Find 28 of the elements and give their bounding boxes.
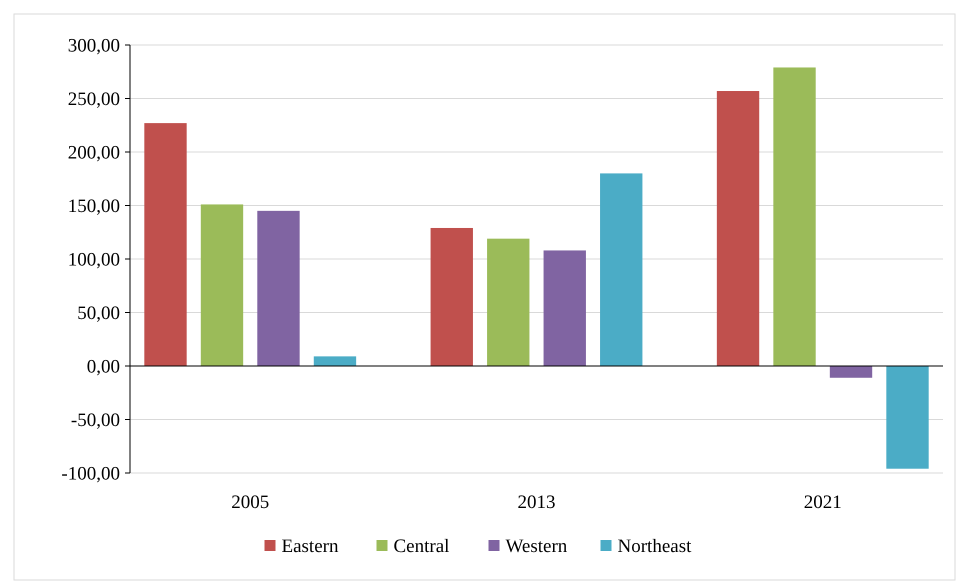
bar — [600, 173, 642, 366]
x-tick-label: 2021 — [804, 492, 842, 513]
legend-label: Eastern — [282, 536, 339, 557]
legend-label: Western — [506, 536, 568, 557]
legend-label: Northeast — [618, 536, 692, 557]
bar — [430, 228, 473, 366]
y-tick-label: 250,00 — [68, 89, 120, 110]
y-tick-label: -100,00 — [61, 464, 120, 485]
y-tick-label: 50,00 — [77, 303, 120, 324]
bar — [773, 67, 816, 366]
bar — [257, 210, 300, 366]
bar — [716, 91, 760, 366]
legend-label: Central — [394, 536, 450, 557]
y-tick-label: 300,00 — [68, 36, 120, 57]
bar — [200, 204, 244, 366]
bar — [144, 123, 187, 366]
bar — [886, 366, 929, 469]
x-tick-label: 2005 — [231, 492, 270, 513]
bar — [830, 366, 872, 378]
y-tick-label: 200,00 — [68, 142, 120, 164]
bar — [487, 238, 530, 366]
y-tick-label: 0,00 — [86, 356, 120, 378]
y-tick-label: 100,00 — [68, 250, 120, 271]
bar — [544, 250, 586, 366]
x-tick-label: 2013 — [518, 492, 556, 513]
y-tick-label: -50,00 — [70, 410, 120, 432]
y-tick-label: 150,00 — [68, 196, 120, 218]
bar — [314, 356, 356, 366]
